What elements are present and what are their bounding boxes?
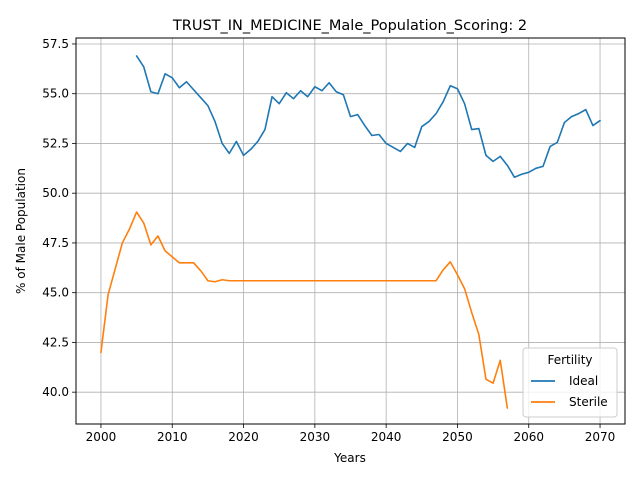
x-tick-label: 2020 [228,430,259,444]
y-tick-label: 40.0 [42,385,69,399]
x-tick-label: 2070 [585,430,616,444]
x-tick-label: 2000 [86,430,117,444]
legend-label-sterile: Sterile [569,395,608,409]
x-tick-label: 2040 [371,430,402,444]
legend-title: Fertility [547,353,592,367]
y-tick-label: 55.0 [42,87,69,101]
y-tick-label: 47.5 [42,236,69,250]
x-tick-label: 2050 [442,430,473,444]
legend: Fertility Ideal Sterile [523,348,617,417]
y-tick-label: 57.5 [42,37,69,51]
y-tick-label: 50.0 [42,186,69,200]
y-tick-label: 45.0 [42,286,69,300]
chart-title: TRUST_IN_MEDICINE_Male_Population_Scorin… [172,18,527,34]
y-tick-label: 52.5 [42,136,69,150]
y-tick-label: 42.5 [42,335,69,349]
x-tick-label: 2060 [513,430,544,444]
x-tick-label: 2030 [300,430,331,444]
x-tick-label: 2010 [157,430,188,444]
y-axis-label: % of Male Population [14,168,28,294]
legend-label-ideal: Ideal [569,374,598,388]
x-axis-label: Years [333,451,366,465]
